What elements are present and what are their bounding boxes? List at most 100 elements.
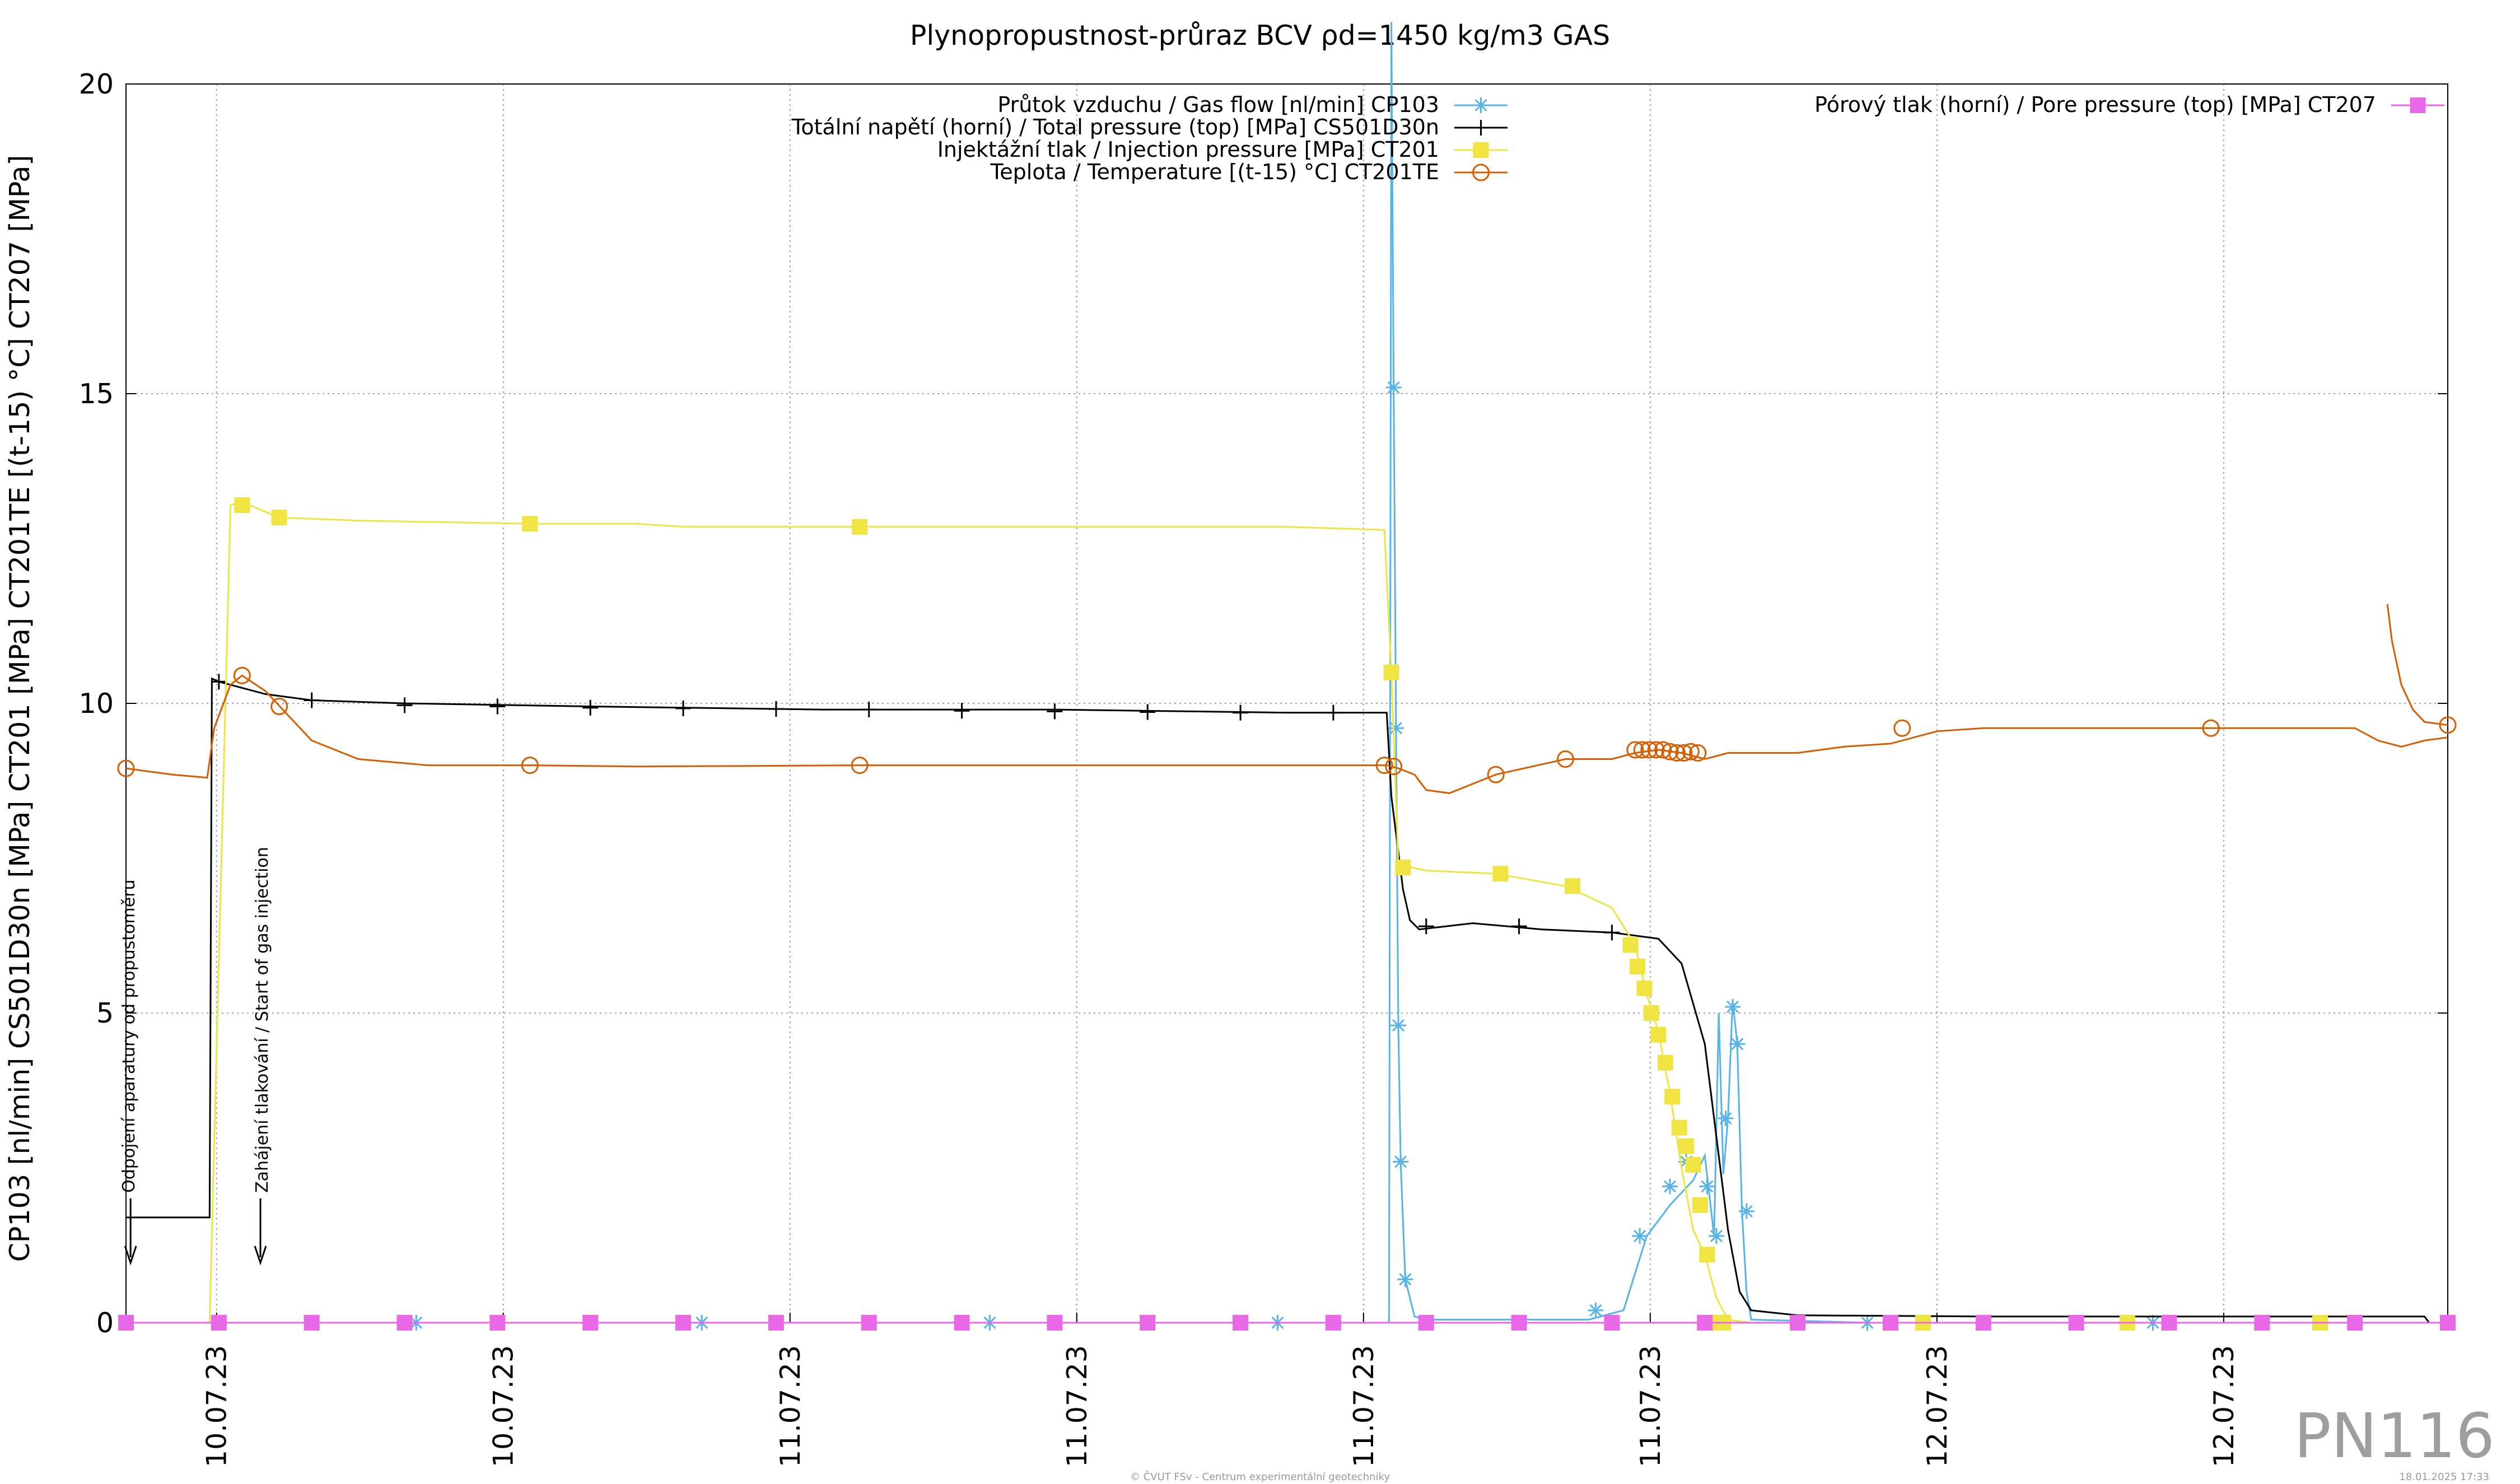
annotation-arrowhead bbox=[254, 1245, 267, 1266]
footer-timestamp: 18.01.2025 17:33 bbox=[2399, 1471, 2489, 1483]
data-point bbox=[1675, 744, 1693, 762]
data-point bbox=[304, 1315, 320, 1331]
series-line bbox=[208, 501, 2448, 1324]
chart-title: Plynopropustnost-průraz BCV ρd=1450 kg/m… bbox=[910, 20, 1610, 52]
data-point bbox=[2347, 1315, 2363, 1331]
y-tick-label: 0 bbox=[96, 1307, 114, 1339]
data-point bbox=[1630, 959, 1646, 975]
data-point bbox=[1689, 744, 1707, 762]
data-point bbox=[118, 1315, 134, 1331]
data-point bbox=[1640, 741, 1658, 759]
data-point bbox=[1671, 1119, 1687, 1136]
grid bbox=[126, 84, 2448, 1323]
data-point bbox=[1662, 1178, 1678, 1194]
x-tick-label: 12.07.23 bbox=[1921, 1345, 1953, 1467]
data-point bbox=[1647, 741, 1665, 759]
data-point bbox=[2202, 719, 2220, 737]
data-point bbox=[1047, 703, 1063, 720]
data-point bbox=[396, 697, 413, 713]
data-point bbox=[1975, 1315, 1991, 1331]
data-point bbox=[1388, 720, 1404, 736]
data-point bbox=[954, 703, 970, 719]
y-tick-label: 15 bbox=[79, 378, 114, 410]
series-line bbox=[125, 674, 2448, 794]
legend-marker bbox=[1473, 142, 1489, 158]
data-point bbox=[1685, 1156, 1701, 1173]
data-point bbox=[1588, 1302, 1604, 1318]
legend-item: Totální napětí (horní) / Total pressure … bbox=[791, 115, 1508, 139]
data-point bbox=[1738, 1203, 1754, 1219]
series-line bbox=[2386, 604, 2448, 726]
data-point bbox=[1395, 860, 1411, 876]
data-point bbox=[1375, 757, 1393, 774]
data-point bbox=[1604, 925, 1620, 941]
footer-copyright: © ČVUT FSv - Centrum experimentální geot… bbox=[1130, 1471, 1390, 1483]
data-point bbox=[117, 759, 135, 777]
data-point bbox=[1511, 1315, 1527, 1331]
legend-label: Injektážní tlak / Injection pressure [MP… bbox=[937, 137, 1439, 162]
data-point bbox=[1893, 719, 1911, 737]
legend-label: Průtok vzduchu / Gas flow [nl/min] CP103 bbox=[997, 92, 1439, 117]
data-point bbox=[1487, 766, 1505, 783]
data-point bbox=[582, 699, 599, 716]
legend-label: Totální napětí (horní) / Total pressure … bbox=[791, 115, 1439, 139]
data-point bbox=[1729, 1036, 1746, 1052]
series-line bbox=[126, 677, 2430, 1323]
annotation-label: Odpojení aparatury od propustoměru bbox=[119, 880, 139, 1193]
data-point bbox=[1709, 1228, 1725, 1244]
data-point bbox=[1233, 704, 1249, 721]
legend-item: Průtok vzduchu / Gas flow [nl/min] CP103 bbox=[997, 92, 1508, 117]
data-point bbox=[954, 1315, 970, 1331]
data-point bbox=[271, 510, 287, 526]
data-point bbox=[211, 1315, 227, 1331]
x-tick-label: 10.07.23 bbox=[201, 1345, 233, 1467]
data-point bbox=[1393, 1154, 1409, 1170]
data-point bbox=[1678, 1138, 1695, 1154]
data-point bbox=[489, 698, 506, 715]
data-point bbox=[1492, 866, 1509, 882]
annotation: Zahájení tlakování / Start of gas inject… bbox=[253, 847, 272, 1266]
legend-item: Injektážní tlak / Injection pressure [MP… bbox=[937, 137, 1508, 162]
data-point bbox=[851, 757, 869, 774]
data-point bbox=[1697, 1315, 1713, 1331]
legend-marker bbox=[1473, 120, 1489, 136]
data-point bbox=[1882, 1315, 1898, 1331]
x-tick-label: 10.07.23 bbox=[488, 1345, 520, 1467]
y-axis-label: CP103 [nl/min] CS501D30n [MPa] CT201 [MP… bbox=[4, 155, 36, 1262]
data-point bbox=[1790, 1315, 1806, 1331]
data-point bbox=[396, 1315, 413, 1331]
data-point bbox=[1650, 1026, 1667, 1043]
series-line bbox=[126, 22, 2448, 1324]
data-point bbox=[1654, 741, 1672, 759]
data-point bbox=[1636, 980, 1653, 996]
data-point bbox=[768, 1315, 784, 1331]
legend-marker bbox=[1473, 97, 1489, 113]
annotation-arrowhead bbox=[124, 1245, 137, 1266]
data-point bbox=[1632, 1228, 1648, 1244]
data-point bbox=[1385, 758, 1403, 776]
series-layer bbox=[117, 22, 2457, 1331]
data-point bbox=[852, 519, 868, 535]
data-point bbox=[2161, 1315, 2177, 1331]
data-point bbox=[522, 516, 538, 532]
plot-id-badge: PN116 bbox=[2294, 1400, 2495, 1472]
data-point bbox=[1692, 1197, 1708, 1213]
data-point bbox=[582, 1315, 599, 1331]
data-point bbox=[211, 674, 227, 690]
x-tick-label: 11.07.23 bbox=[1635, 1345, 1667, 1467]
x-tick-label: 11.07.23 bbox=[1061, 1345, 1093, 1467]
data-point bbox=[2068, 1315, 2084, 1331]
data-point bbox=[489, 1315, 506, 1331]
data-point bbox=[1633, 741, 1651, 759]
series-1 bbox=[126, 674, 2430, 1323]
data-point bbox=[233, 666, 251, 684]
data-point bbox=[2254, 1315, 2270, 1331]
data-point bbox=[2440, 1315, 2456, 1331]
series-5 bbox=[2386, 604, 2448, 726]
data-point bbox=[1140, 1315, 1156, 1331]
data-point bbox=[2439, 716, 2457, 734]
data-point bbox=[1657, 1054, 1673, 1071]
legend-label: Teplota / Temperature [(t-15) °C] CT201T… bbox=[990, 160, 1439, 184]
data-point bbox=[1668, 744, 1686, 762]
data-point bbox=[1622, 937, 1639, 953]
